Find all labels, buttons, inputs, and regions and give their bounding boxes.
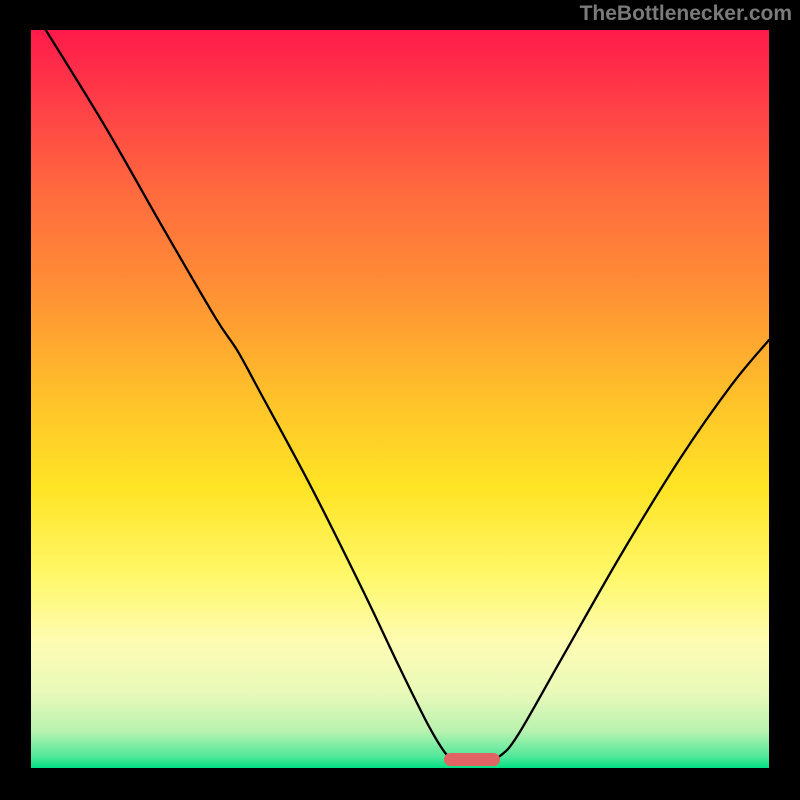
chart-curve <box>31 30 769 768</box>
watermark-text: TheBottlenecker.com <box>580 2 792 26</box>
optimal-marker <box>444 753 500 766</box>
chart-plot-area <box>31 30 769 768</box>
